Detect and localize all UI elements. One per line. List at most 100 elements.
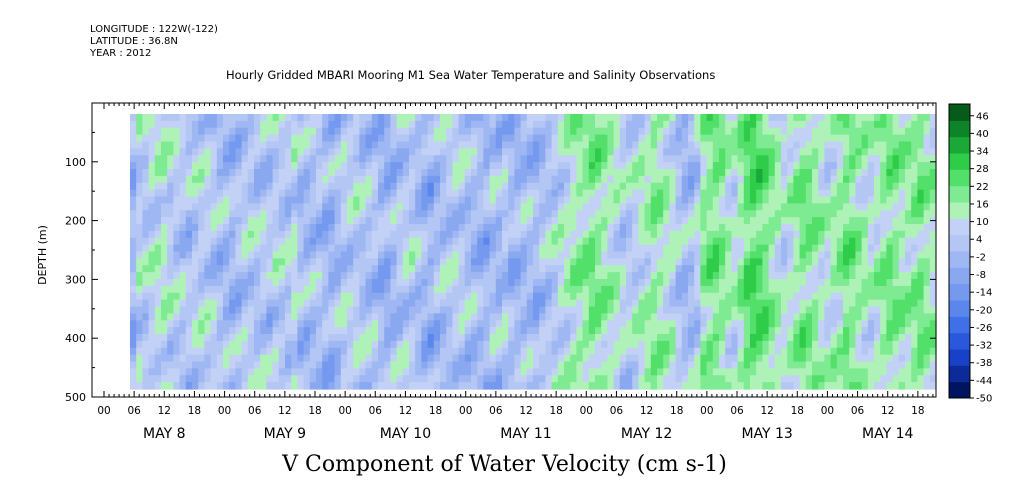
heatmap-cell xyxy=(508,189,515,198)
heatmap-cell xyxy=(774,258,782,266)
heatmap-cell xyxy=(712,265,720,273)
heatmap-cell xyxy=(657,230,664,239)
heatmap-cell xyxy=(774,320,782,328)
heatmap-cell xyxy=(278,120,286,129)
heatmap-cell xyxy=(334,375,342,383)
heatmap-cell xyxy=(198,155,205,163)
heatmap-cell xyxy=(700,114,708,122)
heatmap-cell xyxy=(557,203,565,211)
heatmap-cell xyxy=(898,306,906,314)
heatmap-cell xyxy=(886,175,894,184)
heatmap-cell xyxy=(359,292,367,301)
heatmap-cell xyxy=(526,279,534,287)
heatmap-cell xyxy=(316,334,323,342)
heatmap-cell xyxy=(712,320,720,328)
heatmap-cell xyxy=(849,368,856,376)
heatmap-cell xyxy=(545,141,553,149)
heatmap-cell xyxy=(731,272,739,280)
heatmap-cell xyxy=(601,224,608,232)
heatmap-cell xyxy=(148,265,156,273)
heatmap-cell xyxy=(843,320,850,328)
heatmap-cell xyxy=(526,334,534,342)
heatmap-cell xyxy=(799,375,807,383)
heatmap-cell xyxy=(334,182,342,191)
heatmap-cell xyxy=(849,306,856,314)
heatmap-cell xyxy=(278,127,286,136)
heatmap-cell xyxy=(502,210,509,218)
heatmap-cell xyxy=(328,217,336,225)
heatmap-cell xyxy=(843,196,850,204)
heatmap-cell xyxy=(557,148,565,156)
heatmap-cell xyxy=(557,258,565,266)
heatmap-cell xyxy=(706,134,714,143)
heatmap-cell xyxy=(849,230,856,239)
heatmap-cell xyxy=(402,334,410,342)
heatmap-cell xyxy=(533,299,540,308)
heatmap-cell xyxy=(216,382,224,390)
heatmap-cell xyxy=(564,361,571,369)
heatmap-cell xyxy=(644,175,652,184)
heatmap-cell xyxy=(564,340,571,349)
heatmap-cell xyxy=(892,292,900,301)
heatmap-cell xyxy=(378,299,385,308)
heatmap-cell xyxy=(167,382,174,390)
heatmap-cell xyxy=(557,306,565,314)
heatmap-cell xyxy=(601,375,608,383)
heatmap-cell xyxy=(762,148,770,156)
heatmap-cell xyxy=(309,340,317,349)
heatmap-cell xyxy=(799,148,807,156)
heatmap-cell xyxy=(824,313,832,321)
heatmap-cell xyxy=(173,134,181,143)
heatmap-cell xyxy=(650,155,658,163)
heatmap-cell xyxy=(173,182,181,191)
heatmap-cell xyxy=(309,148,317,156)
heatmap-cell xyxy=(539,292,546,301)
heatmap-cell xyxy=(359,162,367,170)
heatmap-cell xyxy=(799,210,807,218)
heatmap-cell xyxy=(756,196,763,204)
heatmap-cell xyxy=(768,285,776,294)
heatmap-cell xyxy=(551,368,559,376)
heatmap-cell xyxy=(458,265,466,273)
heatmap-cell xyxy=(570,347,577,356)
heatmap-cell xyxy=(353,120,360,129)
heatmap-cell xyxy=(743,347,751,356)
heatmap-cell xyxy=(619,299,627,308)
heatmap-cell xyxy=(223,313,230,321)
heatmap-cell xyxy=(278,382,286,390)
heatmap-cell xyxy=(502,182,509,191)
heatmap-cell xyxy=(489,244,497,253)
heatmap-cell xyxy=(409,285,416,294)
heatmap-cell xyxy=(334,279,342,287)
heatmap-cell xyxy=(824,196,832,204)
heatmap-cell xyxy=(632,361,639,369)
heatmap-cell xyxy=(514,313,522,321)
heatmap-cell xyxy=(564,237,571,246)
heatmap-cell xyxy=(415,265,422,273)
heatmap-cell xyxy=(750,148,757,156)
heatmap-cell xyxy=(353,368,360,376)
heatmap-cell xyxy=(675,162,683,170)
heatmap-cell xyxy=(520,169,528,177)
heatmap-cell xyxy=(415,162,422,170)
heatmap-cell xyxy=(384,217,391,225)
heatmap-cell xyxy=(849,196,856,204)
heatmap-cell xyxy=(644,361,652,369)
heatmap-cell xyxy=(371,217,379,225)
heatmap-cell xyxy=(706,354,714,363)
heatmap-cell xyxy=(353,237,360,246)
heatmap-cell xyxy=(136,382,143,390)
heatmap-cell xyxy=(582,279,590,287)
heatmap-cell xyxy=(675,361,683,369)
heatmap-cell xyxy=(812,382,819,390)
heatmap-cell xyxy=(545,382,553,390)
heatmap-cell xyxy=(229,189,236,198)
heatmap-cell xyxy=(458,217,466,225)
heatmap-cell xyxy=(173,230,181,239)
heatmap-cell xyxy=(421,162,429,170)
heatmap-cell xyxy=(378,382,385,390)
heatmap-cell xyxy=(539,162,546,170)
heatmap-cell xyxy=(192,175,199,184)
heatmap-cell xyxy=(564,299,571,308)
heatmap-cell xyxy=(762,224,770,232)
